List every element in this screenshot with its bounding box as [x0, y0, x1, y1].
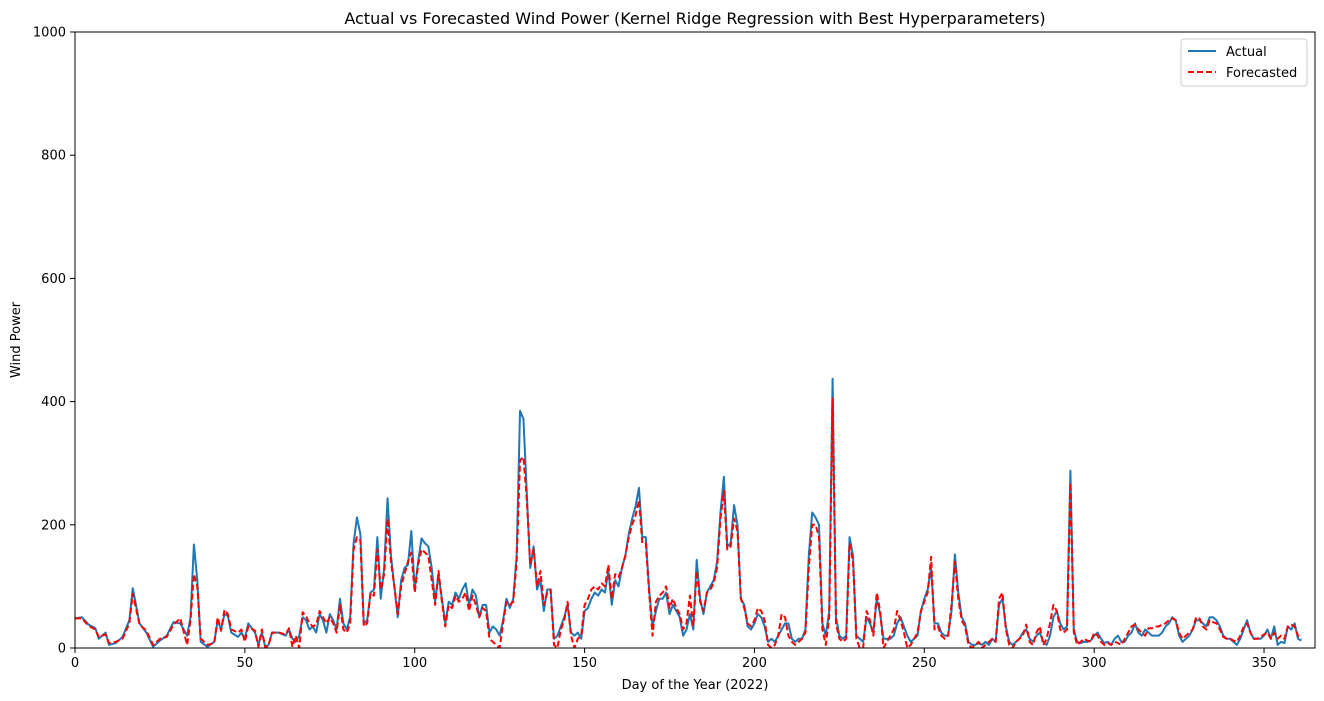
x-tick-label: 100	[402, 656, 427, 671]
y-tick-label: 400	[41, 395, 66, 410]
legend: Actual Forecasted	[1180, 38, 1308, 87]
y-tick-label: 200	[41, 518, 66, 533]
plot-frame	[74, 31, 1316, 649]
x-tick-label: 350	[1252, 656, 1277, 671]
y-tick-label: 600	[41, 272, 66, 287]
legend-actual-label: Actual	[1226, 45, 1267, 60]
x-tick-label: 200	[742, 656, 767, 671]
y-axis-label: Wind Power	[9, 301, 24, 378]
series-line-forecasted	[75, 397, 1303, 648]
x-tick-label: 50	[237, 656, 254, 671]
y-tick-label: 1000	[33, 26, 66, 41]
x-tick-label: 300	[1082, 656, 1107, 671]
x-axis: 0 50 100 150 200 250 300 350	[71, 648, 1277, 671]
x-tick-label: 150	[572, 656, 597, 671]
y-tick-label: 0	[58, 642, 66, 657]
x-tick-label: 0	[71, 656, 79, 671]
series-layer	[75, 377, 1303, 648]
legend-forecasted-label: Forecasted	[1226, 66, 1297, 81]
y-tick-label: 800	[41, 149, 66, 164]
x-axis-label: Day of the Year (2022)	[622, 678, 769, 693]
chart-title: Actual vs Forecasted Wind Power (Kernel …	[344, 9, 1045, 28]
x-tick-label: 250	[912, 656, 937, 671]
y-axis: 0 200 400 600 800 1000	[33, 26, 75, 657]
